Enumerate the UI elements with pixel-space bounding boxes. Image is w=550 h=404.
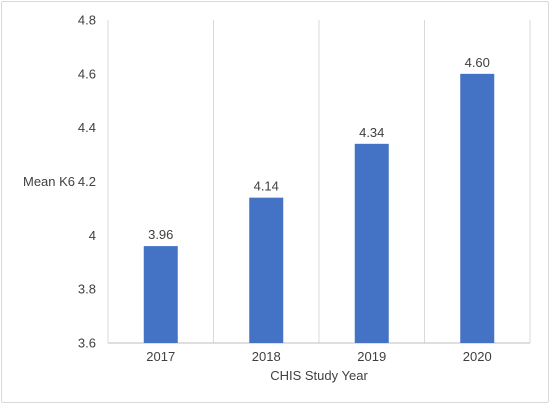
y-tick-label: 4.8 bbox=[78, 13, 96, 28]
bars bbox=[143, 73, 495, 343]
data-label: 3.96 bbox=[148, 227, 173, 242]
data-label: 4.34 bbox=[359, 125, 384, 140]
bar bbox=[143, 246, 178, 343]
data-label: 4.60 bbox=[465, 55, 490, 70]
x-tick-label: 2018 bbox=[252, 349, 281, 364]
y-tick-label: 4.6 bbox=[78, 66, 96, 81]
x-tick-label: 2017 bbox=[146, 349, 175, 364]
y-tick-label: 4 bbox=[89, 228, 96, 243]
x-tick-label: 2019 bbox=[357, 349, 386, 364]
y-tick-label: 4.2 bbox=[78, 174, 96, 189]
y-tick-label: 3.6 bbox=[78, 336, 96, 351]
gridlines bbox=[107, 20, 531, 343]
data-labels: 3.96 4.14 4.34 4.60 bbox=[148, 55, 490, 242]
bar bbox=[354, 143, 389, 343]
y-tick-label: 4.4 bbox=[78, 120, 96, 135]
y-tick-label: 3.8 bbox=[78, 282, 96, 297]
x-axis-title: CHIS Study Year bbox=[270, 368, 368, 383]
bar bbox=[249, 197, 284, 343]
x-tick-label: 2020 bbox=[463, 349, 492, 364]
y-axis-title: Mean K6 bbox=[23, 174, 75, 189]
data-label: 4.14 bbox=[254, 179, 279, 194]
y-tick-labels: 3.6 3.8 4 4.2 4.4 4.6 4.8 bbox=[78, 13, 96, 351]
x-tick-labels: 2017 2018 2019 2020 bbox=[146, 349, 491, 364]
bar bbox=[460, 73, 495, 343]
